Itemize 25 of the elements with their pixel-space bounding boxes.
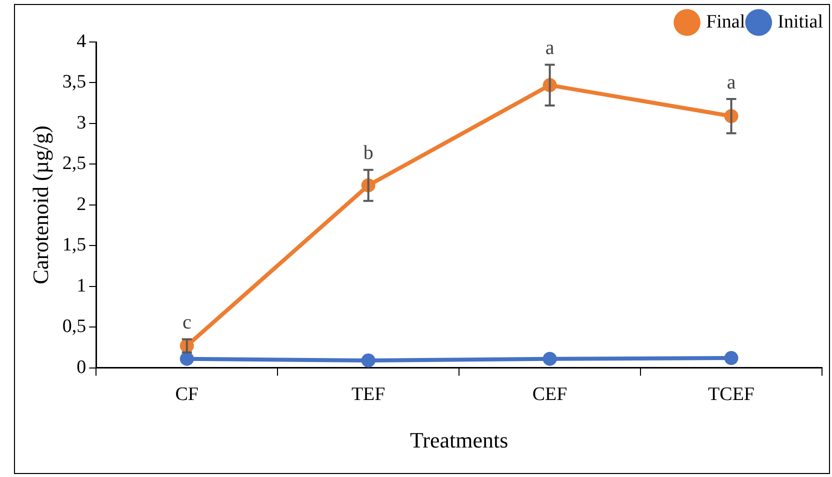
annotation: a [545,37,554,60]
legend-label: Initial [778,11,824,32]
y-tick-label: 2 [76,194,86,215]
y-axis-title: Carotenoid (µg/g) [28,126,53,284]
legend-label: Final [706,11,746,32]
point [180,352,194,366]
x-tick-label: CF [175,384,199,406]
x-axis-title: Treatments [410,428,508,453]
y-tick-label: 3,5 [62,72,86,93]
x-tick-label: TCEF [708,384,754,406]
y-tick-label: 2,5 [62,153,86,174]
annotation: b [363,142,374,164]
annotation: c [182,312,192,334]
y-tick-label: 0,5 [62,316,86,338]
x-tick-label: CEF [532,384,568,406]
y-tick-label: 0 [76,356,86,378]
point [542,352,557,366]
point [724,351,738,366]
y-tick-label: 1,5 [62,234,86,256]
y-tick-label: 3 [76,112,86,134]
y-tick-label: 4 [76,30,87,52]
x-tick-label: TEF [351,384,386,406]
y-tick-label: 1 [76,275,86,296]
point [361,353,376,368]
annotation: a [726,71,736,94]
